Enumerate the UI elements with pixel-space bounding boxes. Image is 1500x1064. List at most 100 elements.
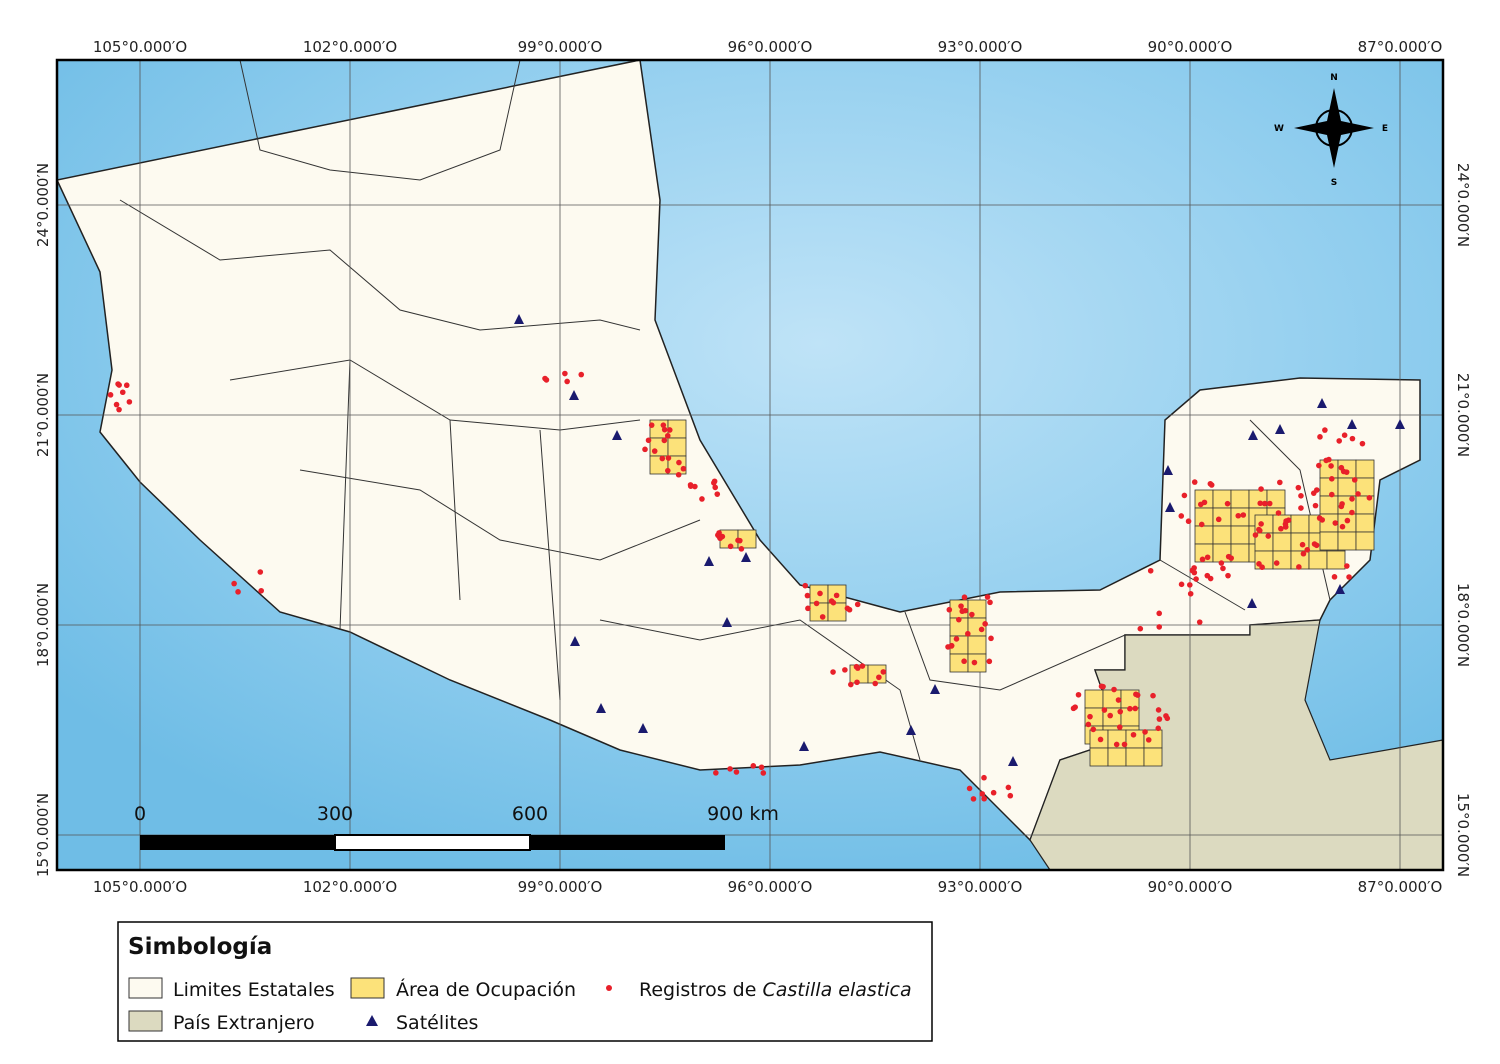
occupation-cell xyxy=(967,617,987,637)
state-border xyxy=(339,359,561,701)
record-dot xyxy=(1097,736,1104,743)
compass-e: E xyxy=(1382,124,1388,134)
record-dot xyxy=(1328,491,1335,498)
satellites xyxy=(514,314,1405,766)
record-dot xyxy=(1235,512,1242,519)
record-dot xyxy=(661,437,668,444)
record-dot xyxy=(1359,440,1366,447)
record-dot xyxy=(1121,741,1128,748)
record-dot xyxy=(1257,500,1264,507)
record-dot xyxy=(231,580,237,587)
record-dot xyxy=(1087,713,1093,720)
record-dot xyxy=(648,422,655,428)
record-dot xyxy=(712,484,719,491)
record-dot xyxy=(1147,567,1154,574)
record-dot xyxy=(664,432,671,439)
scale-label: 600 xyxy=(512,803,548,825)
record-dot xyxy=(854,601,861,608)
occupation-cell xyxy=(1212,525,1232,545)
record-dot xyxy=(1339,501,1345,507)
record-dot xyxy=(1101,707,1108,713)
record-dot xyxy=(990,789,997,796)
record-dot xyxy=(1298,492,1304,499)
occupation-cell xyxy=(1319,495,1339,515)
record-dot xyxy=(1341,432,1348,439)
occupation-cell xyxy=(1319,477,1339,497)
record-dot xyxy=(1349,435,1356,442)
scale-segment xyxy=(334,834,531,851)
record-dot xyxy=(1178,513,1185,519)
lat-label-right: 24°0.000′N xyxy=(1454,163,1472,247)
record-dot xyxy=(1156,624,1163,630)
record-dot xyxy=(687,482,694,488)
record-dot xyxy=(859,663,866,669)
record-dot xyxy=(1187,590,1194,597)
legend-label: Satélites xyxy=(396,1012,478,1034)
occupation-cell xyxy=(1355,531,1375,551)
state-border xyxy=(239,59,521,181)
record-dot xyxy=(680,465,687,472)
record-dot xyxy=(661,426,668,433)
record-dot xyxy=(1178,581,1185,588)
satellite-marker xyxy=(1335,584,1345,594)
scale-label: 0 xyxy=(134,803,146,825)
record-dot xyxy=(578,371,585,378)
compass-w: W xyxy=(1274,124,1284,134)
record-dot xyxy=(830,669,836,675)
record-dot xyxy=(543,377,550,383)
record-dot xyxy=(1193,576,1199,582)
record-dot xyxy=(1366,494,1373,501)
record-dot xyxy=(665,455,672,461)
record-dot xyxy=(1339,523,1346,530)
record-dot xyxy=(714,491,721,497)
record-dot xyxy=(1115,697,1122,703)
record-dot xyxy=(848,681,854,688)
record-dot xyxy=(1198,521,1205,528)
occupation-cell xyxy=(667,437,687,457)
satellite-marker xyxy=(1248,430,1258,440)
record-dot xyxy=(1338,464,1345,471)
record-dot xyxy=(1156,716,1163,722)
satellite-marker xyxy=(1275,424,1285,434)
occupation-cell xyxy=(1326,550,1346,570)
record-dot xyxy=(1240,512,1247,518)
occupation-cell xyxy=(827,602,847,622)
record-dot xyxy=(1322,427,1328,433)
legend-label: Limites Estatales xyxy=(173,979,335,1001)
record-dot xyxy=(969,611,975,618)
record-dot xyxy=(1252,532,1259,538)
record-dot xyxy=(1187,582,1193,588)
record-dot xyxy=(1312,502,1319,509)
occupation-cell xyxy=(1194,489,1214,509)
record-dot xyxy=(1134,692,1141,698)
state-borders xyxy=(119,59,1331,761)
graticule xyxy=(57,60,1443,870)
record-dot xyxy=(970,796,977,802)
record-dot xyxy=(988,635,994,642)
record-dot xyxy=(1207,480,1214,487)
record-dot xyxy=(1351,477,1358,483)
lon-label-bottom: 90°0.000′O xyxy=(1148,878,1233,896)
record-dot xyxy=(699,496,705,502)
occupation-cell xyxy=(1194,525,1214,545)
lon-label-bottom: 105°0.000′O xyxy=(93,878,187,896)
record-dot xyxy=(959,608,966,615)
record-dot xyxy=(1070,705,1077,712)
compass-rose: N S E W xyxy=(1274,73,1388,188)
occupation-cell xyxy=(1272,550,1292,570)
occupation-cell xyxy=(1319,459,1339,479)
record-dot xyxy=(659,455,666,462)
record-dot xyxy=(1304,546,1311,553)
record-dot xyxy=(1328,463,1334,469)
record-dot xyxy=(1282,524,1289,530)
satellite-marker xyxy=(930,684,940,694)
record-dot xyxy=(692,483,698,490)
record-dot xyxy=(1111,686,1117,693)
record-dot xyxy=(235,589,241,595)
record-dot xyxy=(971,659,978,666)
record-dot xyxy=(666,427,673,433)
record-dot xyxy=(665,467,671,474)
occupation-cell xyxy=(1355,459,1375,479)
record-dot xyxy=(1259,564,1265,571)
record-dot xyxy=(1142,729,1148,735)
